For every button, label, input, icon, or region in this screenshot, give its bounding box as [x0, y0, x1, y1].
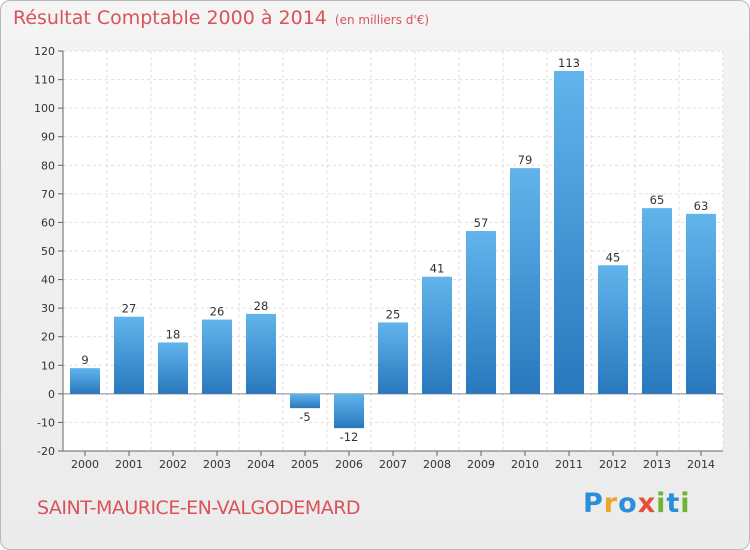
town-name: SAINT-MAURICE-EN-VALGODEMARD — [37, 497, 361, 519]
y-tick-label: 90 — [41, 131, 55, 144]
grid-lines — [62, 50, 724, 452]
chart-title: Résultat Comptable 2000 à 2014 (en millie… — [13, 7, 429, 29]
bar-2002[interactable] — [158, 342, 188, 394]
data-label-2011: 113 — [558, 56, 580, 70]
logo-letter: i — [656, 488, 667, 519]
y-tick-label: 80 — [41, 159, 55, 172]
bar-2004[interactable] — [246, 313, 276, 394]
logo-letter: o — [618, 488, 638, 519]
y-tick-label: 60 — [41, 216, 55, 229]
data-labels: 9 27 18 26 28 -5 -12 25 41 57 79 113 45 65 63 — [81, 56, 708, 444]
x-tick-label: 2009 — [467, 458, 495, 471]
bar-2005[interactable] — [290, 393, 320, 409]
y-tick-label: 40 — [41, 274, 55, 287]
data-label-2014: 63 — [694, 199, 709, 213]
data-label-2001: 27 — [122, 302, 137, 316]
bar-2001[interactable] — [114, 316, 144, 394]
y-tick-label: 110 — [34, 74, 55, 87]
x-tick-label: 2000 — [71, 458, 99, 471]
x-tick-label: 2003 — [203, 458, 231, 471]
chart-title-main: Résultat Comptable 2000 à 2014 — [13, 7, 327, 29]
y-tick-label: 50 — [41, 245, 55, 258]
x-tick-label: 2002 — [159, 458, 187, 471]
bar-2014[interactable] — [686, 213, 716, 394]
data-label-2006: -12 — [340, 430, 359, 444]
y-tick-label: -10 — [37, 416, 55, 429]
bar-2010[interactable] — [510, 168, 540, 394]
data-label-2000: 9 — [81, 353, 88, 367]
x-tick-label: 2005 — [291, 458, 319, 471]
y-tick-label: 100 — [34, 102, 55, 115]
data-label-2007: 25 — [386, 307, 401, 321]
logo-letter: r — [603, 488, 619, 519]
y-tick-label: 0 — [48, 388, 55, 401]
y-tick-label: 30 — [41, 302, 55, 315]
bars — [70, 71, 716, 429]
x-tick-label: 2007 — [379, 458, 407, 471]
bar-2007[interactable] — [378, 322, 408, 394]
x-tick-label: 2004 — [247, 458, 275, 471]
bar-2012[interactable] — [598, 265, 628, 394]
proxiti-logo[interactable]: Proxiti — [583, 488, 691, 519]
data-label-2013: 65 — [650, 193, 665, 207]
y-tick-label: -20 — [37, 445, 55, 458]
y-tick-label: 10 — [41, 359, 55, 372]
bar-2003[interactable] — [202, 319, 232, 394]
x-tick-label: 2008 — [423, 458, 451, 471]
logo-letter: i — [680, 488, 691, 519]
x-tick-label: 2006 — [335, 458, 363, 471]
x-tick-label: 2001 — [115, 458, 143, 471]
bar-2006[interactable] — [334, 393, 364, 429]
data-label-2003: 26 — [210, 305, 225, 319]
axes: -20 -10 0 10 20 30 40 50 60 70 80 90 100 110 120 2000 20… — [34, 45, 723, 471]
bar-2013[interactable] — [642, 208, 672, 394]
data-label-2012: 45 — [606, 250, 621, 264]
x-tick-label: 2013 — [643, 458, 671, 471]
x-tick-label: 2011 — [555, 458, 583, 471]
x-tick-label: 2014 — [687, 458, 715, 471]
y-tick-label: 70 — [41, 188, 55, 201]
bar-2011[interactable] — [554, 71, 584, 394]
logo-letter: t — [666, 488, 681, 519]
data-label-2010: 79 — [518, 153, 533, 167]
chart-subtitle: (en milliers d'€) — [334, 13, 430, 27]
bar-2009[interactable] — [466, 231, 496, 394]
data-label-2008: 41 — [430, 262, 445, 276]
x-tick-label: 2012 — [599, 458, 627, 471]
logo-letter: P — [583, 488, 604, 519]
y-tick-label: 20 — [41, 331, 55, 344]
data-label-2005: -5 — [299, 410, 310, 424]
data-label-2004: 28 — [254, 299, 269, 313]
bar-2000[interactable] — [70, 368, 100, 394]
data-label-2002: 18 — [166, 327, 181, 341]
x-tick-label: 2010 — [511, 458, 539, 471]
logo-letter: x — [637, 488, 657, 519]
data-label-2009: 57 — [474, 216, 489, 230]
y-tick-label: 120 — [34, 45, 55, 58]
bar-2008[interactable] — [422, 276, 452, 394]
